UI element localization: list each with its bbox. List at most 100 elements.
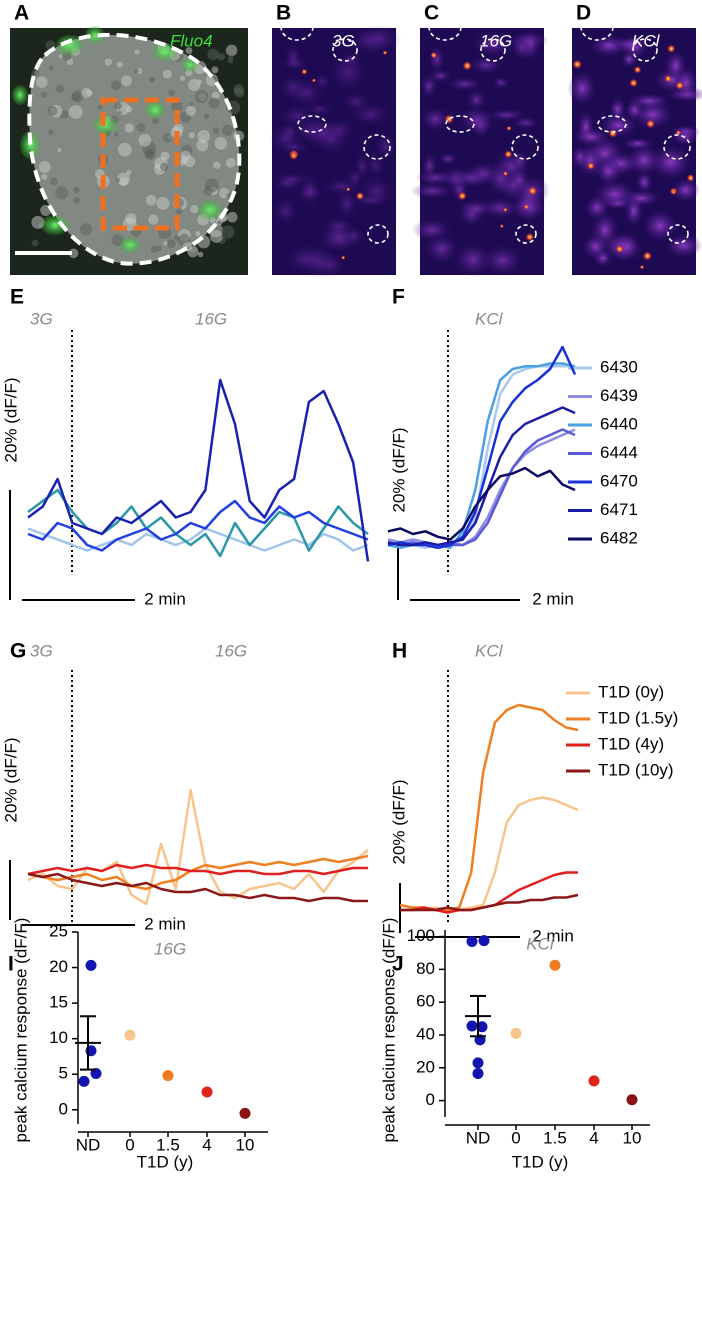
texture xyxy=(171,100,183,112)
hot-spot xyxy=(289,151,298,160)
hot-spot xyxy=(629,78,638,88)
cell-glow xyxy=(453,241,493,277)
texture xyxy=(162,69,172,79)
panel-letter: G xyxy=(10,640,26,663)
cell-glow xyxy=(353,153,371,179)
green-cell xyxy=(120,237,140,253)
texture xyxy=(48,129,54,136)
texture xyxy=(204,178,219,193)
data-point xyxy=(478,935,490,947)
cell-glow xyxy=(674,66,698,100)
texture xyxy=(190,205,199,214)
cell-glow xyxy=(358,24,402,53)
image-label: 3G xyxy=(332,31,355,50)
data-point xyxy=(90,1068,102,1080)
texture xyxy=(104,58,113,66)
hot-spot xyxy=(642,251,652,261)
hot-spot xyxy=(675,81,685,90)
cell-glow xyxy=(664,233,702,258)
cell-glow xyxy=(420,106,450,132)
texture xyxy=(121,75,132,87)
cell-glow xyxy=(466,89,487,111)
panel-letter: D xyxy=(576,2,591,25)
cell-glow xyxy=(269,125,302,153)
hot-spot xyxy=(608,128,618,138)
texture xyxy=(55,186,69,200)
panel: H KCl 20% (dF/F) 2 min T1D (0y) T1D (1.5y) T1D… xyxy=(389,640,678,946)
texture xyxy=(159,162,169,172)
cell-glow xyxy=(520,28,541,62)
trace xyxy=(400,893,579,912)
cell-glow xyxy=(280,56,309,70)
cell-outline xyxy=(367,224,389,244)
texture xyxy=(207,48,220,61)
cell-glow xyxy=(594,156,623,186)
cell-glow xyxy=(472,30,514,58)
cell-glow xyxy=(624,195,644,227)
hot-spot xyxy=(639,264,645,270)
panel-letter: I xyxy=(8,953,14,976)
hot-spot xyxy=(462,61,472,71)
texture xyxy=(49,177,58,186)
cell-glow xyxy=(621,137,654,150)
y-tick-label: 5 xyxy=(59,1064,68,1083)
texture xyxy=(73,196,81,204)
cell-glow xyxy=(612,232,642,262)
texture xyxy=(73,186,80,194)
trace xyxy=(387,365,575,550)
cell-outline xyxy=(663,134,691,160)
trace xyxy=(27,863,368,876)
cell-glow xyxy=(284,244,327,274)
trace xyxy=(387,345,577,550)
cell-glow xyxy=(428,69,452,83)
cell-glow xyxy=(459,199,494,218)
cell-glow xyxy=(584,195,610,220)
texture xyxy=(125,105,133,113)
cell-glow xyxy=(273,175,302,191)
cell-outline xyxy=(363,134,391,160)
x-tick-label: 1.5 xyxy=(543,1128,567,1147)
green-cell xyxy=(145,101,165,119)
texture xyxy=(116,61,123,68)
cell-glow xyxy=(415,169,456,186)
hot-spot xyxy=(587,162,595,170)
stimulus-label: 16G xyxy=(215,641,247,660)
hot-spot xyxy=(430,51,438,59)
hot-spot xyxy=(355,191,365,201)
data-point xyxy=(626,1094,638,1106)
x-tick-label: 4 xyxy=(589,1128,598,1147)
time-bar-label: 2 min xyxy=(532,926,574,945)
data-point xyxy=(472,1068,484,1080)
y-tick-label: 20 xyxy=(49,957,68,976)
image-label: Fluo4 xyxy=(170,31,213,50)
texture xyxy=(55,84,65,93)
texture xyxy=(233,83,244,95)
cell-glow xyxy=(336,186,358,221)
texture xyxy=(225,157,236,168)
texture xyxy=(188,78,201,91)
hot-spot xyxy=(671,190,676,195)
trace xyxy=(387,362,576,550)
y-tick-label: 0 xyxy=(59,1099,68,1118)
data-point xyxy=(85,959,97,971)
hot-spot xyxy=(502,171,509,177)
panel: E 3G 16G 20% (dF/F) 2 min xyxy=(1,286,370,608)
panel-letter: A xyxy=(14,2,29,25)
cell-glow xyxy=(572,127,610,147)
stimulus-label: KCl xyxy=(475,641,504,660)
legend-label: T1D (10y) xyxy=(598,760,674,779)
texture xyxy=(168,89,175,96)
texture xyxy=(57,148,62,153)
hot-spot xyxy=(340,255,346,260)
scale-bar-label: 20% (dF/F) xyxy=(389,427,408,512)
scale-bar-label: 20% (dF/F) xyxy=(389,779,408,864)
cell-outline xyxy=(667,224,689,244)
data-point xyxy=(549,959,561,971)
legend-label: 6482 xyxy=(600,528,638,547)
green-cell xyxy=(41,215,69,235)
cell-glow xyxy=(642,209,678,243)
roi-box xyxy=(100,97,180,231)
texture xyxy=(38,161,51,173)
cell-glow xyxy=(428,46,446,73)
